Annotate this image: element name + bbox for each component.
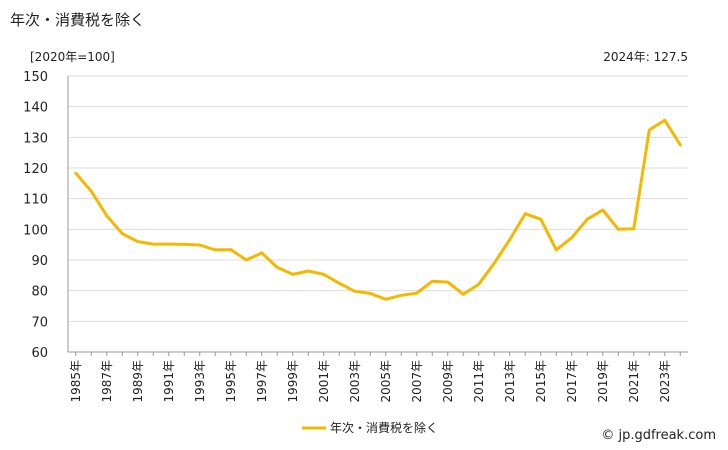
data-point <box>105 214 108 218</box>
x-tick-label: 2003年 <box>348 360 362 403</box>
series-line <box>74 118 682 301</box>
unit-label: [2020年=100] <box>30 50 115 64</box>
x-tick-label: 1993年 <box>193 360 207 403</box>
data-point <box>136 240 139 243</box>
data-point <box>539 218 542 221</box>
data-point <box>477 283 480 286</box>
data-point <box>369 292 372 295</box>
data-point <box>384 298 387 301</box>
legend-label: 年次・消費税を除く <box>330 420 438 435</box>
data-point <box>198 243 201 247</box>
data-point <box>570 236 573 239</box>
x-tick-label: 2023年 <box>658 360 672 403</box>
x-tick-label: 2013年 <box>503 360 517 403</box>
x-tick-label: 2019年 <box>596 360 610 403</box>
data-point <box>462 293 465 296</box>
legend: 年次・消費税を除く <box>302 420 438 435</box>
y-tick-label: 90 <box>31 254 48 269</box>
data-point <box>524 212 527 215</box>
x-tick-label: 2001年 <box>317 360 331 403</box>
data-point <box>74 172 77 175</box>
data-point <box>291 273 294 276</box>
y-tick-label: 70 <box>31 315 48 330</box>
data-point <box>229 248 232 251</box>
data-point <box>322 273 325 276</box>
x-tick-label: 1987年 <box>100 360 114 403</box>
data-point <box>617 228 620 231</box>
data-point <box>508 238 511 241</box>
x-tick-label: 2015年 <box>534 360 548 403</box>
data-point <box>260 251 263 255</box>
x-tick-label: 2007年 <box>410 360 424 403</box>
gridlines <box>67 75 688 353</box>
data-point <box>493 261 496 265</box>
data-point <box>152 242 155 246</box>
chart-title: 年次・消費税を除く <box>10 11 146 29</box>
series-group <box>74 118 682 301</box>
y-tick-label: 60 <box>31 346 48 361</box>
data-point <box>648 128 651 132</box>
data-point <box>663 118 666 122</box>
y-tick-label: 100 <box>23 223 48 238</box>
data-point <box>167 242 170 246</box>
x-tick-label: 2009年 <box>441 360 455 403</box>
source-credit: © jp.gdfreak.com <box>601 428 716 443</box>
x-tick-label: 2005年 <box>379 360 393 403</box>
data-point <box>431 279 434 283</box>
data-point <box>415 291 418 295</box>
data-point <box>183 243 186 246</box>
x-tick-label: 2011年 <box>472 360 486 403</box>
y-tick-label: 130 <box>23 131 48 146</box>
data-point <box>338 282 341 285</box>
data-point <box>276 266 279 269</box>
x-tick-label: 1989年 <box>131 360 145 403</box>
x-tick-label: 1999年 <box>286 360 300 403</box>
y-tick-label: 80 <box>31 285 48 300</box>
data-point <box>586 218 589 221</box>
x-tick-label: 1985年 <box>69 360 83 403</box>
y-tick-label: 150 <box>23 70 48 85</box>
y-tick-label: 140 <box>23 101 48 116</box>
x-tick-label: 2017年 <box>565 360 579 403</box>
data-point <box>446 280 449 284</box>
x-tick-label: 1991年 <box>162 360 176 403</box>
data-point <box>353 290 356 293</box>
x-tick-label: 2021年 <box>627 360 641 403</box>
data-point <box>555 248 558 252</box>
data-point <box>121 232 124 235</box>
x-tick-label: 1997年 <box>255 360 269 403</box>
data-point <box>90 190 93 193</box>
data-point <box>307 269 310 273</box>
y-tick-label: 110 <box>23 193 48 208</box>
x-axis-ticks: 1985年 1987年 1989年 1991年 1993年 1995年 1997年 1999年… <box>69 352 681 403</box>
data-point <box>632 227 635 230</box>
y-tick-label: 120 <box>23 162 48 177</box>
data-point <box>245 258 248 262</box>
latest-value-label: 2024年: 127.5 <box>603 50 688 64</box>
data-point <box>214 248 217 252</box>
data-point <box>601 208 604 212</box>
data-point <box>679 143 682 147</box>
x-tick-label: 1995年 <box>224 360 238 403</box>
y-axis-ticks: 60 70 80 90 100 110 120 130 140 150 <box>23 70 48 361</box>
data-point <box>400 294 403 297</box>
